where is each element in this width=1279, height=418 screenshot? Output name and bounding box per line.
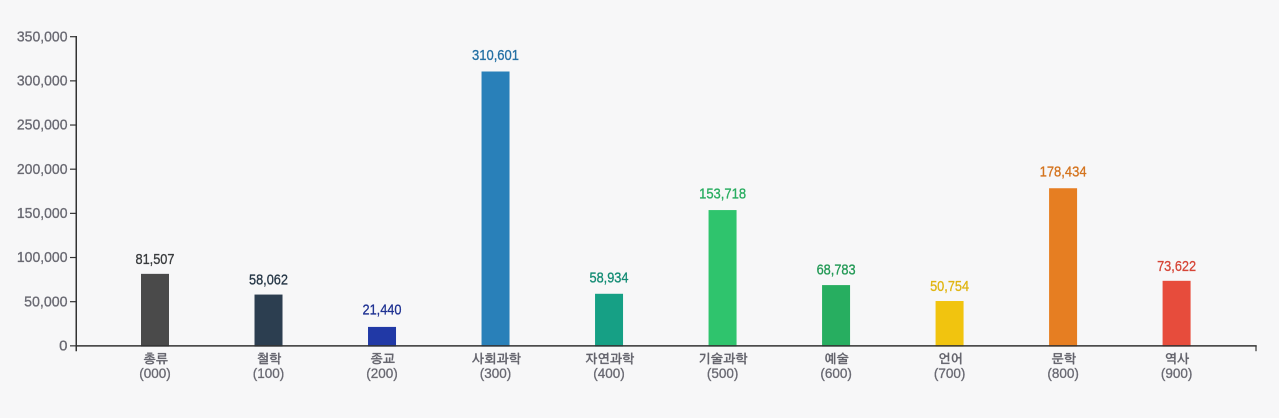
- svg-text:(800): (800): [1047, 365, 1079, 381]
- svg-text:(200): (200): [366, 365, 398, 381]
- svg-text:0: 0: [59, 337, 67, 354]
- svg-text:50,000: 50,000: [24, 293, 67, 310]
- svg-text:58,934: 58,934: [590, 270, 629, 287]
- svg-text:200,000: 200,000: [17, 161, 68, 178]
- svg-text:(100): (100): [253, 365, 285, 381]
- svg-text:58,062: 58,062: [249, 271, 288, 288]
- svg-text:(700): (700): [934, 365, 966, 381]
- svg-text:150,000: 150,000: [17, 205, 68, 222]
- svg-text:178,434: 178,434: [1040, 164, 1087, 181]
- svg-text:50,754: 50,754: [930, 278, 969, 295]
- svg-text:310,601: 310,601: [472, 47, 519, 64]
- svg-text:81,507: 81,507: [136, 251, 175, 268]
- svg-text:68,783: 68,783: [817, 262, 856, 279]
- svg-text:250,000: 250,000: [17, 117, 68, 134]
- svg-text:73,622: 73,622: [1157, 258, 1196, 275]
- svg-text:350,000: 350,000: [17, 28, 68, 45]
- svg-text:100,000: 100,000: [17, 249, 68, 266]
- svg-text:(300): (300): [480, 365, 512, 381]
- svg-text:21,440: 21,440: [363, 301, 402, 318]
- svg-text:153,718: 153,718: [699, 186, 746, 203]
- svg-text:(600): (600): [820, 365, 852, 381]
- svg-text:300,000: 300,000: [17, 72, 68, 89]
- svg-text:(900): (900): [1161, 365, 1193, 381]
- svg-text:(400): (400): [593, 365, 625, 381]
- svg-text:(500): (500): [707, 365, 739, 381]
- svg-text:(000): (000): [139, 365, 171, 381]
